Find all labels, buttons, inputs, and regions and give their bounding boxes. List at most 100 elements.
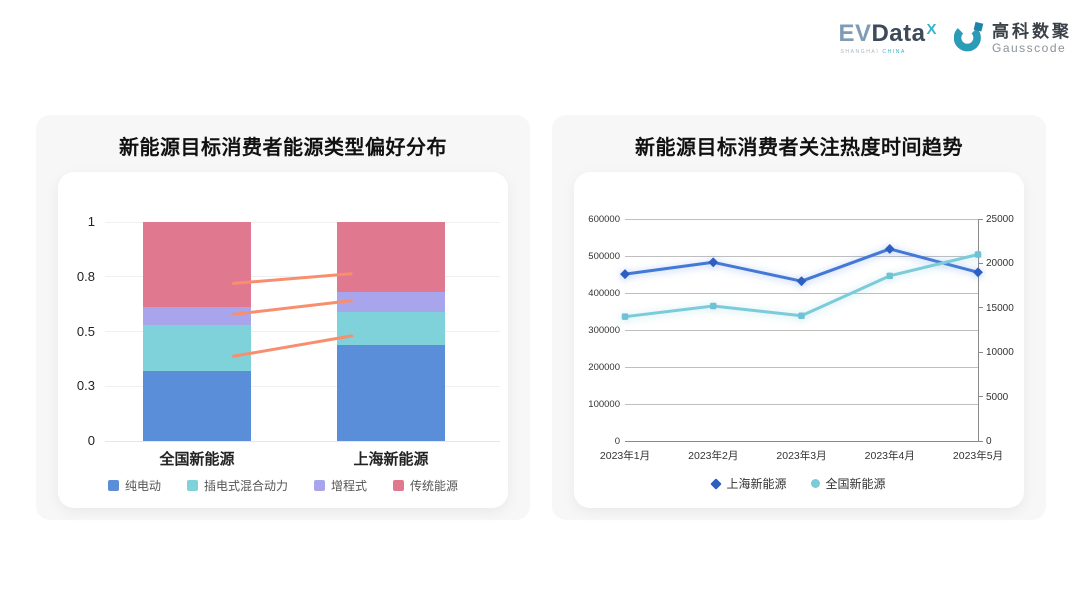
legend-swatch-icon	[810, 479, 820, 488]
line-chart-gridline	[625, 403, 978, 405]
gausscode-name-en: Gausscode	[992, 41, 1067, 55]
line-chart-right-tick-label: 5000	[986, 391, 1009, 403]
line-chart-left-tick-label: 300000	[588, 325, 620, 336]
data-point-marker	[620, 269, 630, 280]
line-chart-right-axis-tick	[978, 262, 983, 264]
evdata-subtext: SHANGHAI CHINA	[840, 49, 905, 55]
line-chart-x-tick-label: 2023年5月	[952, 450, 1004, 462]
line-chart-left-tick-label: 200000	[588, 362, 620, 373]
bar-segment-0	[143, 222, 251, 308]
line-chart-gridline	[625, 218, 978, 220]
bar-chart-gridline	[105, 221, 500, 223]
evdata-x-icon: X	[926, 21, 937, 38]
legend-item-插电式混合动力[interactable]: 插电式混合动力	[186, 477, 288, 494]
line-chart-gridline	[625, 329, 978, 331]
line-chart-series-layer	[620, 244, 983, 320]
line-chart-x-tick-label: 2023年3月	[776, 450, 827, 462]
line-chart-right-tick-label: 10000	[986, 347, 1014, 359]
line-chart-x-tick-label: 2023年4月	[864, 450, 915, 462]
line-chart-right-axis-tick	[978, 351, 983, 353]
legend-label: 全国新能源	[825, 477, 886, 491]
data-point-marker	[798, 312, 805, 320]
legend-swatch-icon	[107, 480, 119, 491]
bar-segment-0	[143, 324, 251, 371]
bar-segment-1	[337, 311, 445, 345]
line-chart-gridline	[625, 366, 978, 368]
legend-swatch-icon	[186, 480, 198, 491]
evdata-subtext-shanghai: SHANGHAI	[840, 49, 880, 55]
line-chart: 0 100000 200000 300000 400000 500000 600000 0 50…	[574, 172, 1024, 508]
legend-swatch-icon	[710, 477, 723, 490]
gausscode-name-cn: 高科数聚	[992, 22, 1072, 41]
data-point-marker	[884, 244, 895, 254]
data-point-marker	[974, 251, 982, 258]
data-point-marker	[710, 302, 717, 310]
line-chart-right-axis-tick	[978, 218, 983, 220]
logo-block: EVDataX SHANGHAI CHINA 高科数聚 Gausscode	[838, 18, 1072, 59]
bar-chart-y-tick-label: 0.8	[76, 268, 95, 284]
line-chart-right-tick-label: 15000	[986, 302, 1014, 314]
line-chart-gridline	[625, 255, 978, 257]
bar-chart: 0 0.3 0.5 0.8 1 全国新能源 上海新能源 纯电动 插电式混合动力 增程式 传统能源	[58, 172, 508, 508]
data-point-marker	[708, 257, 719, 268]
line-chart-right-tick-label: 25000	[986, 214, 1014, 225]
line-chart-gridline	[625, 292, 978, 294]
bar-chart-y-tick-label: 0.3	[76, 378, 95, 394]
line-chart-left-tick-label: 0	[614, 436, 620, 447]
gausscode-icon	[953, 18, 986, 59]
data-point-marker	[973, 267, 983, 278]
line-chart-card: 新能源目标消费者关注热度时间趋势 0 100000 200000 300000 4000…	[552, 115, 1046, 520]
bar-segment-0	[143, 370, 251, 441]
bar-chart-card: 新能源目标消费者能源类型偏好分布 0 0.3 0.5 0.8 1 全国新能源 上海新能源 纯电…	[36, 115, 530, 520]
legend-label: 纯电动	[124, 479, 161, 493]
bar-segment-0	[143, 307, 251, 325]
legend-item-上海新能源[interactable]: 上海新能源	[710, 475, 787, 492]
line-chart-legend: 上海新能源 全国新能源	[574, 475, 1024, 492]
evdata-logo: EVDataX SHANGHAI CHINA	[838, 20, 937, 55]
gausscode-text: 高科数聚 Gausscode	[992, 22, 1072, 55]
line-chart-left-tick-label: 600000	[588, 214, 620, 225]
bar-segment-1	[337, 292, 445, 312]
evdata-wordmark: EVDataX	[838, 20, 937, 47]
line-chart-x-axis-line	[625, 440, 978, 442]
evdata-subtext-china: CHINA	[882, 49, 906, 55]
line-chart-x-tick-label: 2023年1月	[599, 450, 651, 462]
legend-swatch-icon	[393, 480, 405, 491]
data-point-marker	[886, 272, 893, 280]
line-chart-left-tick-label: 500000	[588, 251, 620, 262]
bar-segment-1	[337, 344, 445, 441]
legend-item-传统能源[interactable]: 传统能源	[393, 477, 458, 494]
line-chart-right-axis-line	[977, 219, 979, 441]
bar-segment-1	[337, 222, 445, 293]
legend-swatch-icon	[314, 480, 325, 491]
legend-label: 传统能源	[410, 479, 459, 493]
legend-label: 增程式	[331, 479, 368, 493]
line-chart-right-axis-tick	[978, 396, 983, 398]
line-chart-right-axis-tick	[978, 440, 983, 442]
data-point-marker	[621, 313, 629, 320]
legend-item-全国新能源[interactable]: 全国新能源	[810, 475, 886, 492]
bar-chart-legend: 纯电动 插电式混合动力 增程式 传统能源	[58, 477, 508, 494]
bar-chart-y-tick-label: 0	[87, 433, 95, 448]
line-chart-right-tick-label: 0	[986, 436, 992, 447]
bar-chart-y-tick-label: 1	[87, 214, 95, 229]
line-chart-left-tick-label: 400000	[588, 288, 620, 299]
legend-item-纯电动[interactable]: 纯电动	[107, 477, 161, 494]
legend-item-增程式[interactable]: 增程式	[314, 477, 367, 494]
evdata-data-text: Data	[871, 20, 926, 47]
gausscode-logo: 高科数聚 Gausscode	[953, 18, 1072, 59]
bar-chart-category-label: 全国新能源	[159, 451, 235, 468]
legend-label: 插电式混合动力	[203, 479, 288, 493]
line-chart-x-tick-label: 2023年2月	[688, 450, 739, 462]
line-chart-right-tick-label: 20000	[986, 258, 1014, 270]
bar-chart-gridline	[105, 385, 500, 387]
data-point-marker	[796, 276, 807, 287]
bar-chart-gridline	[105, 331, 500, 332]
line-chart-title: 新能源目标消费者关注热度时间趋势	[635, 137, 963, 159]
legend-label: 上海新能源	[726, 477, 787, 491]
line-chart-left-tick-label: 100000	[588, 399, 620, 410]
evdata-ev-text: EV	[838, 20, 872, 47]
bar-chart-gridline	[105, 440, 500, 442]
bar-chart-title: 新能源目标消费者能源类型偏好分布	[119, 137, 447, 159]
